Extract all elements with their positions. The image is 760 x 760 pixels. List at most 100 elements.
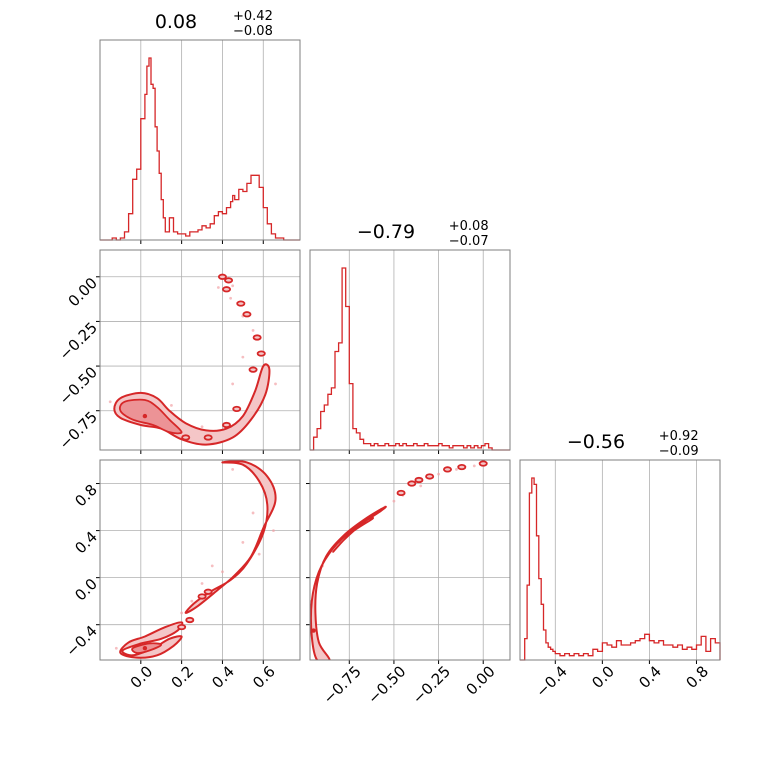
contour-blob-0-2-3 — [185, 616, 195, 624]
scatter-point-0-2-11 — [114, 646, 118, 650]
scatter-point-0-2-10 — [257, 552, 261, 556]
contour-blob-0-1-3 — [236, 300, 246, 307]
scatter-point-1-2-9 — [419, 484, 423, 488]
contour-outer-1-2 — [310, 505, 387, 660]
x-tick-label-2-0: −0.4 — [532, 662, 570, 700]
scatter-point-0-1-10 — [241, 355, 245, 359]
scatter-point-0-2-0 — [200, 582, 204, 585]
contour-blob-0-2-1 — [203, 588, 213, 595]
x-tick-label-2-3: 0.8 — [682, 662, 712, 692]
panel-border-0-2 — [99, 459, 301, 661]
contour-blob-0-1-6 — [256, 350, 266, 357]
panel-0-1 — [96, 250, 300, 454]
y-tick-label-2-3: 0.8 — [71, 481, 101, 511]
x-tick-label-1-2: −0.25 — [409, 662, 454, 707]
panel-2-2 — [520, 460, 721, 664]
x-tick-label-1-3: 0.00 — [462, 662, 498, 698]
scatter-point-1-2-0 — [392, 499, 396, 503]
contour-blob-0-1-1 — [224, 277, 234, 284]
title-sub-2: −0.09 — [659, 444, 699, 459]
contour-blob-1-2-6 — [396, 489, 406, 497]
contour-blob-1-2-3 — [442, 466, 452, 473]
scatter-point-0-1-7 — [108, 400, 112, 404]
y-tick-label-1-1: −0.50 — [56, 363, 101, 408]
panel-1-2 — [306, 460, 510, 664]
scatter-point-0-1-3 — [251, 328, 255, 332]
x-tick-label-1-0: −0.75 — [320, 662, 365, 707]
scatter-point-0-2-12 — [190, 599, 194, 603]
panel-0-2 — [96, 460, 300, 664]
title-main-0: 0.08 — [155, 11, 197, 33]
contour-blob-1-2-4 — [457, 463, 467, 471]
title-sub-0: −0.08 — [233, 24, 273, 39]
title-sup-0: +0.42 — [233, 9, 273, 24]
panel-content-0-1 — [108, 273, 277, 446]
panel-border-2-2 — [519, 459, 721, 661]
scatter-point-0-2-3 — [251, 511, 255, 515]
title-main-1: −0.79 — [357, 221, 415, 243]
histogram-1 — [310, 267, 510, 451]
scatter-point-0-1-14 — [170, 403, 173, 407]
scatter-point-0-1-15 — [200, 425, 204, 429]
density-peak-1-2 — [311, 628, 316, 633]
contour-blob-0-1-2 — [222, 286, 232, 293]
panel-title-0: 0.08 — [155, 11, 197, 33]
contour-inner-0-1 — [118, 398, 183, 435]
x-tick-label-2-1: 0.0 — [588, 662, 618, 692]
x-tick-label-0-2: 0.4 — [208, 662, 238, 692]
density-peak-0-2 — [142, 646, 148, 651]
contour-blob-0-1-9 — [222, 421, 232, 429]
panel-title-1: −0.79 — [357, 221, 415, 243]
contour-blob-1-2-5 — [478, 460, 488, 467]
contour-blob-0-1-5 — [252, 334, 262, 341]
panel-title-2: −0.56 — [567, 431, 625, 453]
density-peak-0-1 — [142, 413, 148, 419]
scatter-point-0-1-12 — [216, 286, 220, 289]
scatter-point-0-1-11 — [229, 296, 233, 300]
panel-content-0-2 — [114, 460, 277, 659]
y-tick-label-2-0: −0.4 — [62, 622, 100, 660]
x-tick-label-0-3: 0.6 — [249, 662, 279, 692]
scatter-point-0-2-5 — [231, 468, 235, 471]
contour-blob-0-2-2 — [177, 623, 187, 631]
contour-blob-0-1-10 — [203, 434, 213, 441]
panel-border-1-2 — [309, 459, 511, 661]
panel-border-0-1 — [99, 249, 301, 451]
x-tick-label-2-2: 0.4 — [635, 662, 665, 692]
x-tick-label-1-1: −0.50 — [364, 662, 409, 707]
contour-blob-0-1-11 — [181, 434, 191, 441]
histogram-2 — [520, 477, 721, 661]
panel-content-1-2 — [310, 460, 488, 660]
contour-outer-0-2 — [119, 621, 184, 659]
y-tick-label-2-2: 0.4 — [71, 528, 101, 558]
x-tick-label-0-0: 0.0 — [127, 662, 157, 692]
title-sub-1: −0.07 — [449, 234, 489, 249]
contour-inner-1-2 — [332, 516, 374, 553]
panel-1-1 — [310, 250, 510, 454]
panel-border-0-0 — [99, 39, 301, 241]
scatter-point-0-2-6 — [180, 611, 184, 615]
y-tick-label-2-1: 0.0 — [71, 575, 101, 605]
y-tick-label-1-0: −0.75 — [56, 408, 101, 453]
contour-blob-1-2-2 — [425, 473, 435, 480]
scatter-point-1-2-4 — [455, 468, 458, 471]
scatter-point-0-2-1 — [210, 564, 214, 568]
y-tick-label-1-3: 0.00 — [65, 274, 101, 310]
contour-ribbon-0-2 — [184, 460, 277, 614]
scatter-point-1-2-3 — [437, 472, 440, 476]
contour-blob-0-1-7 — [248, 366, 258, 373]
contour-blob-0-2-0 — [197, 593, 207, 600]
scatter-point-0-2-8 — [221, 570, 224, 574]
contour-blob-1-2-0 — [407, 480, 417, 487]
title-sup-1: +0.08 — [449, 219, 489, 234]
scatter-point-0-2-2 — [241, 540, 245, 544]
scatter-point-0-1-1 — [231, 284, 235, 288]
contour-blob-0-1-8 — [232, 405, 242, 413]
title-sup-2: +0.92 — [659, 429, 699, 444]
scatter-point-0-1-9 — [231, 382, 235, 386]
contour-blob-0-1-4 — [242, 311, 252, 318]
scatter-point-0-1-13 — [274, 382, 277, 386]
y-tick-label-1-2: −0.25 — [56, 319, 101, 364]
